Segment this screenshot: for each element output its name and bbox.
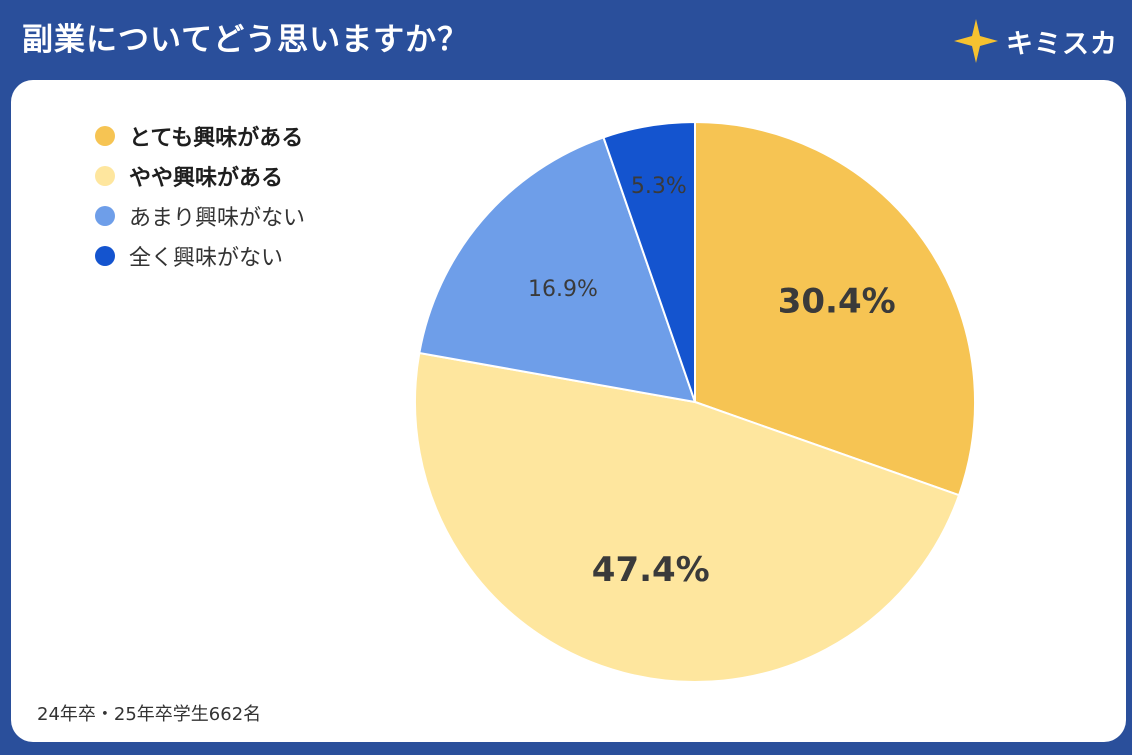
slice-value-label: 47.4% <box>592 550 710 590</box>
legend-item: やや興味がある <box>95 156 305 196</box>
sample-footnote: 24年卒・25年卒学生662名 <box>37 704 262 725</box>
chart-legend: とても興味がある やや興味がある あまり興味がない 全く興味がない <box>95 116 305 276</box>
legend-swatch <box>95 206 115 226</box>
pie-chart: 30.4% 47.4% 16.9% 5.3% <box>414 120 977 684</box>
legend-swatch <box>95 126 115 146</box>
brand-name: キミスカ <box>1006 28 1118 60</box>
pie-slice <box>414 351 961 684</box>
slice-value-label: 30.4% <box>778 282 896 322</box>
chart-card: とても興味がある やや興味がある あまり興味がない 全く興味がない 30.4% 47.4… <box>11 80 1126 742</box>
sparkle-star-icon <box>954 19 998 63</box>
pie-slice <box>602 120 696 403</box>
legend-item: とても興味がある <box>95 116 305 156</box>
pie-slice <box>694 120 977 497</box>
legend-label: 全く興味がない <box>129 246 284 271</box>
legend-item: あまり興味がない <box>95 196 305 236</box>
legend-label: あまり興味がない <box>129 206 306 231</box>
legend-label: やや興味がある <box>129 166 284 191</box>
brand-logo: キミスカ <box>950 14 1118 68</box>
slice-value-label: 5.3% <box>631 174 687 199</box>
legend-label: とても興味がある <box>129 126 304 151</box>
slice-value-label: 16.9% <box>528 277 598 302</box>
page-title: 副業についてどう思いますか？ <box>22 22 470 58</box>
legend-swatch <box>95 246 115 266</box>
legend-item: 全く興味がない <box>95 236 305 276</box>
legend-swatch <box>95 166 115 186</box>
